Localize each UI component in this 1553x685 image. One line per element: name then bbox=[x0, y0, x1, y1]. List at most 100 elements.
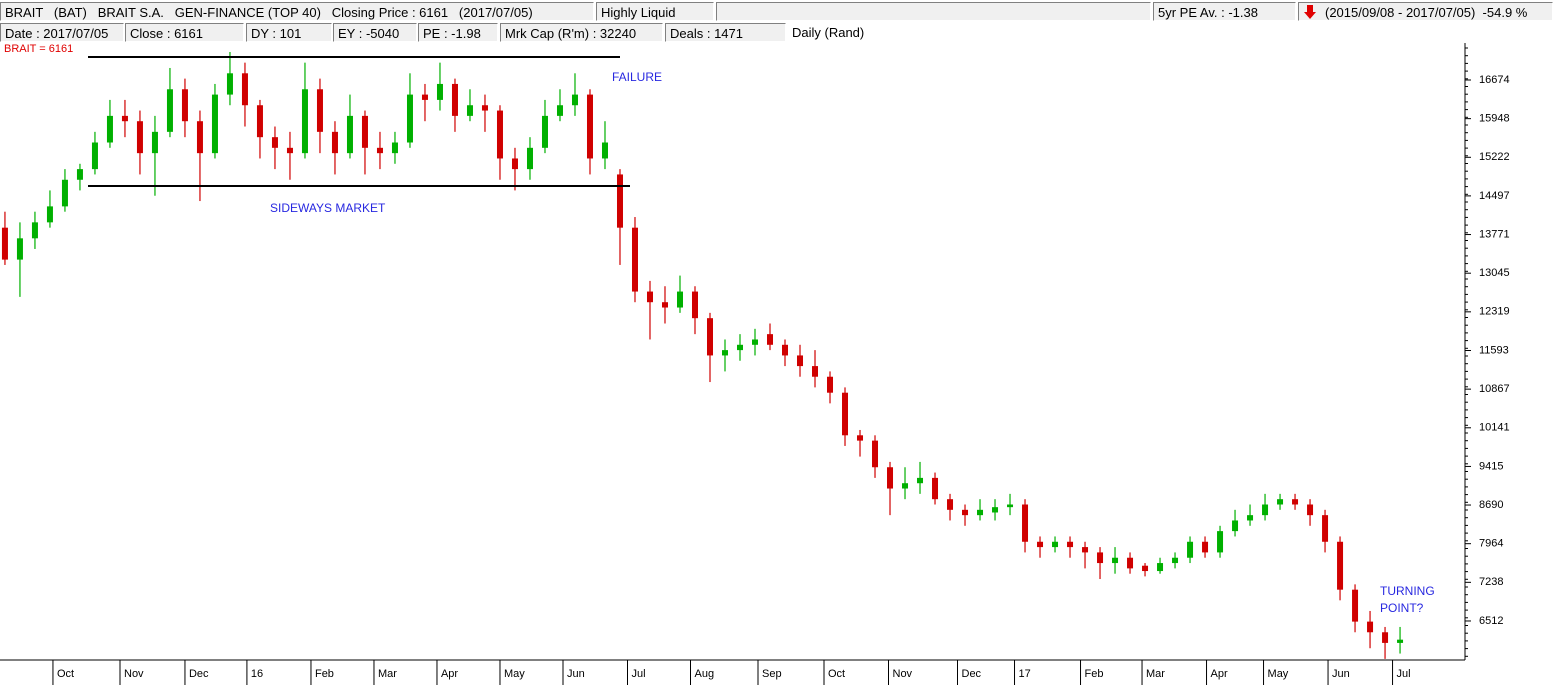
candle-body bbox=[1367, 621, 1374, 633]
x-tick-label: Oct bbox=[828, 668, 845, 680]
candle-body bbox=[526, 147, 533, 170]
candle-body bbox=[646, 291, 653, 303]
x-tick-label: Mar bbox=[1146, 668, 1165, 680]
candle-body bbox=[91, 142, 98, 170]
candle-body bbox=[511, 158, 518, 170]
candle-body bbox=[121, 115, 128, 122]
candle-body bbox=[46, 206, 53, 223]
candle-body bbox=[316, 89, 323, 132]
annotation: SIDEWAYS MARKET bbox=[270, 201, 386, 215]
header-empty bbox=[716, 2, 1151, 21]
candle-body bbox=[1307, 504, 1314, 516]
header-market-cap: Mrk Cap (R'm) : 32240 bbox=[500, 23, 663, 42]
y-tick-label: 12319 bbox=[1479, 306, 1510, 318]
x-tick-label: Apr bbox=[1211, 668, 1228, 680]
header-date: Date : 2017/07/05 bbox=[0, 23, 124, 42]
x-tick-label: Jul bbox=[631, 668, 645, 680]
series-label: BRAIT = 6161 bbox=[4, 43, 73, 55]
candle-body bbox=[256, 105, 263, 138]
candle-body bbox=[842, 392, 849, 436]
y-tick-label: 16674 bbox=[1479, 74, 1510, 86]
candle-body bbox=[76, 169, 83, 180]
x-tick-label: Jun bbox=[567, 668, 585, 680]
x-tick-label: 17 bbox=[1019, 668, 1031, 680]
header-change: (2015/09/08 - 2017/07/05) -54.9 % bbox=[1298, 2, 1553, 21]
candle-body bbox=[61, 179, 68, 207]
x-tick-label: May bbox=[504, 668, 525, 680]
candle-body bbox=[391, 142, 398, 154]
candle-body bbox=[406, 94, 413, 143]
y-tick-label: 8690 bbox=[1479, 499, 1503, 511]
candle-body bbox=[1247, 515, 1254, 521]
y-tick-label: 13771 bbox=[1479, 228, 1510, 240]
candle-body bbox=[767, 334, 774, 345]
candle-body bbox=[661, 302, 668, 308]
candle-body bbox=[361, 115, 368, 148]
x-tick-label: Sep bbox=[762, 668, 782, 680]
candle-body bbox=[616, 174, 623, 228]
header-pe: 5yr PE Av. : -1.38 bbox=[1153, 2, 1296, 21]
x-tick-label: Dec bbox=[962, 668, 982, 680]
candle-body bbox=[1, 227, 8, 260]
candle-body bbox=[1292, 499, 1299, 505]
candle-body bbox=[586, 94, 593, 159]
candle-body bbox=[151, 131, 158, 154]
header-dy: DY : 101 bbox=[246, 23, 332, 42]
x-tick-label: Jun bbox=[1332, 668, 1350, 680]
candle-body bbox=[992, 507, 999, 513]
candle-body bbox=[917, 477, 924, 484]
candle-body bbox=[571, 94, 578, 106]
candle-body bbox=[1382, 632, 1389, 643]
y-tick-label: 11593 bbox=[1479, 344, 1509, 356]
candle-body bbox=[691, 291, 698, 319]
x-tick-label: Aug bbox=[694, 668, 714, 680]
x-tick-label: Dec bbox=[189, 668, 209, 680]
candle-body bbox=[601, 142, 608, 159]
candle-body bbox=[31, 222, 38, 239]
candle-body bbox=[211, 94, 218, 154]
candle-body bbox=[496, 110, 503, 159]
candle-body bbox=[301, 89, 308, 154]
candle-body bbox=[1232, 520, 1239, 532]
x-tick-label: Feb bbox=[1085, 668, 1104, 680]
candle-body bbox=[451, 83, 458, 116]
candle-body bbox=[136, 121, 143, 154]
candle-body bbox=[1052, 541, 1059, 548]
candle-body bbox=[737, 344, 744, 351]
candle-body bbox=[887, 467, 894, 489]
candle-body bbox=[1187, 541, 1194, 558]
candle-body bbox=[241, 73, 248, 106]
candle-body bbox=[977, 509, 984, 516]
candle-body bbox=[1157, 563, 1164, 572]
candle-body bbox=[752, 339, 759, 345]
candle-body bbox=[376, 147, 383, 154]
candle-body bbox=[1142, 565, 1149, 572]
header-close: Close : 6161 bbox=[125, 23, 244, 42]
candle-body bbox=[1082, 547, 1089, 553]
candle-body bbox=[1322, 515, 1329, 542]
candle-body bbox=[466, 105, 473, 116]
candle-body bbox=[631, 227, 638, 292]
candle-body bbox=[1202, 541, 1209, 553]
y-tick-label: 10141 bbox=[1479, 422, 1510, 434]
candle-body bbox=[1022, 504, 1029, 542]
y-tick-label: 9415 bbox=[1479, 460, 1503, 472]
header-deals: Deals : 1471 bbox=[665, 23, 786, 42]
chart: BRAIT = 6161 6512 7238 7964 8690 9415 10141 10… bbox=[0, 43, 1510, 685]
candle-body bbox=[421, 94, 428, 100]
header-period: Daily (Rand) bbox=[788, 23, 1553, 42]
candle-body bbox=[1337, 541, 1344, 590]
candle-body bbox=[1037, 541, 1044, 548]
header-pe-ratio: PE : -1.98 bbox=[418, 23, 498, 42]
y-tick-label: 7238 bbox=[1479, 576, 1503, 588]
candle-body bbox=[481, 105, 488, 111]
candle-body bbox=[676, 291, 683, 308]
candle-body bbox=[1097, 552, 1104, 564]
candle-body bbox=[721, 350, 728, 356]
candle-body bbox=[1067, 541, 1074, 548]
y-tick-label: 6512 bbox=[1479, 615, 1503, 627]
y-tick-label: 10867 bbox=[1479, 383, 1510, 395]
x-tick-label: Apr bbox=[441, 668, 458, 680]
candle-body bbox=[346, 115, 353, 154]
